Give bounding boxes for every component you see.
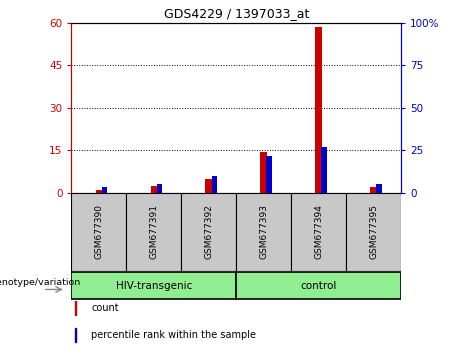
Bar <box>75 301 76 315</box>
Bar <box>370 187 377 193</box>
Text: GSM677392: GSM677392 <box>204 204 213 259</box>
Bar <box>291 193 346 271</box>
Bar <box>151 186 157 193</box>
Bar <box>260 152 267 193</box>
Bar <box>376 184 382 193</box>
Bar <box>206 179 212 193</box>
Text: HIV-transgenic: HIV-transgenic <box>116 281 192 291</box>
Bar <box>126 193 181 271</box>
Bar <box>212 176 217 193</box>
Bar <box>236 193 291 271</box>
Text: GSM677390: GSM677390 <box>95 204 103 259</box>
Bar <box>321 147 327 193</box>
Text: GSM677395: GSM677395 <box>369 204 378 259</box>
Text: GSM677391: GSM677391 <box>149 204 159 259</box>
Bar <box>266 155 272 193</box>
Title: GDS4229 / 1397033_at: GDS4229 / 1397033_at <box>164 7 309 21</box>
Bar <box>157 184 162 193</box>
Bar <box>102 187 107 193</box>
Bar <box>71 193 126 271</box>
Bar <box>236 272 401 299</box>
Text: GSM677394: GSM677394 <box>314 204 323 259</box>
Bar <box>71 272 236 299</box>
Bar <box>95 190 102 193</box>
Text: genotype/variation: genotype/variation <box>0 278 81 287</box>
Text: GSM677393: GSM677393 <box>259 204 268 259</box>
Text: percentile rank within the sample: percentile rank within the sample <box>91 330 256 340</box>
Text: count: count <box>91 303 119 313</box>
Bar <box>346 193 401 271</box>
Bar <box>75 327 76 342</box>
Bar <box>181 193 236 271</box>
Text: control: control <box>301 281 337 291</box>
Bar <box>315 27 322 193</box>
